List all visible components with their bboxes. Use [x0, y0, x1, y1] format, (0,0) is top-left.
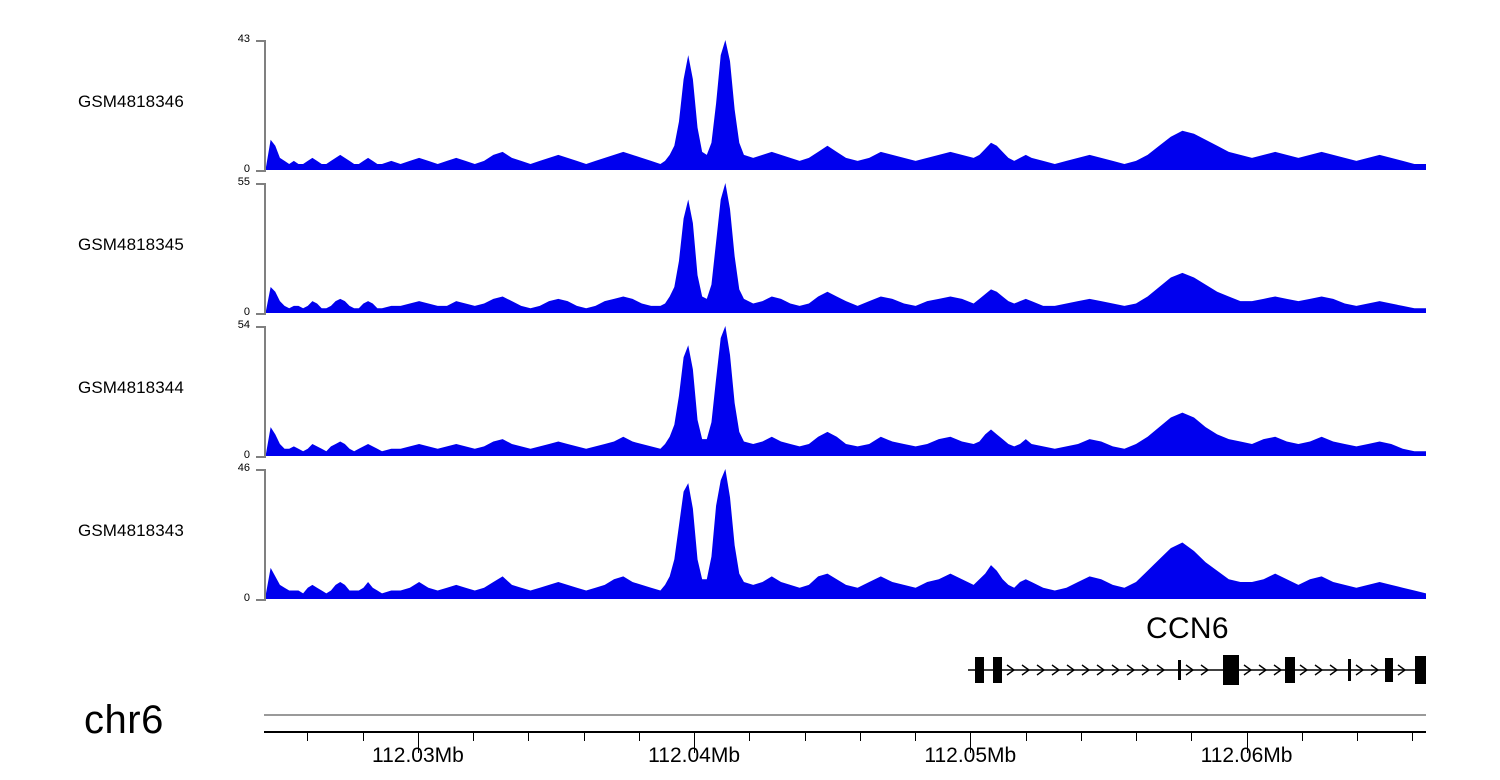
track-y-axis-spine — [264, 326, 266, 456]
axis-major-tick — [970, 731, 972, 753]
chromosome-label: chr6 — [84, 698, 164, 742]
track-y-axis-spine — [264, 40, 266, 170]
gene-model-track[interactable] — [266, 648, 1426, 686]
gene-annotation-panel: CCN6 — [0, 612, 1500, 692]
gene-name-label: CCN6 — [1146, 612, 1229, 645]
track-y-min-value: 0 — [243, 306, 250, 318]
track-sample-label: GSM4818346 — [78, 92, 184, 111]
ideogram-line — [264, 714, 1426, 716]
track-y-axis-max-tick — [256, 40, 266, 42]
track-y-min-value: 0 — [243, 163, 250, 175]
axis-minor-tick — [749, 731, 751, 741]
track-y-axis-min-tick — [256, 456, 266, 458]
track-y-min-value: 0 — [243, 592, 250, 604]
axis-major-tick — [417, 731, 419, 753]
track-y-axis-max-tick — [256, 326, 266, 328]
axis-minor-tick — [1136, 731, 1137, 741]
axis-minor-tick — [1025, 731, 1027, 741]
axis-minor-tick — [307, 731, 309, 741]
coverage-track: GSM4818346 43 0 — [0, 28, 1500, 175]
axis-minor-tick — [915, 731, 916, 741]
axis-minor-tick — [1412, 731, 1414, 741]
track-y-axis-min-tick — [256, 170, 266, 172]
axis-minor-tick — [804, 731, 806, 741]
coverage-plot-area[interactable] — [266, 40, 1426, 170]
axis-minor-tick — [473, 731, 475, 741]
track-y-max-value: 55 — [237, 176, 250, 188]
axis-tick-label: 112.05Mb — [924, 744, 1017, 767]
axis-major-tick — [1246, 731, 1248, 753]
track-y-axis-spine — [264, 183, 266, 313]
track-y-axis-max-tick — [256, 469, 266, 471]
axis-tick-label: 112.06Mb — [1200, 744, 1293, 767]
coverage-track: GSM4818345 55 0 — [0, 171, 1500, 318]
axis-minor-tick — [638, 731, 640, 741]
coverage-track: GSM4818343 46 0 — [0, 457, 1500, 604]
axis-minor-tick — [1191, 731, 1193, 741]
track-y-min-value: 0 — [243, 449, 250, 461]
track-y-axis-min-tick — [256, 313, 266, 315]
track-y-max-value: 43 — [237, 33, 250, 45]
axis-major-tick — [694, 731, 696, 753]
track-y-axis-max-tick — [256, 183, 266, 185]
coverage-track: GSM4818344 54 0 — [0, 314, 1500, 461]
axis-minor-tick — [1357, 731, 1358, 741]
track-y-max-value: 54 — [237, 319, 250, 331]
coordinate-axis-line — [264, 731, 1426, 733]
track-y-max-value: 46 — [237, 462, 250, 474]
track-y-axis-min-tick — [256, 599, 266, 601]
axis-minor-tick — [583, 731, 585, 741]
track-y-axis-spine — [264, 469, 266, 599]
track-sample-label: GSM4818344 — [78, 378, 184, 397]
coverage-plot-area[interactable] — [266, 469, 1426, 599]
axis-minor-tick — [362, 731, 364, 741]
axis-minor-tick — [859, 731, 861, 741]
axis-tick-label: 112.03Mb — [371, 744, 464, 767]
coverage-plot-area[interactable] — [266, 326, 1426, 456]
coverage-plot-area[interactable] — [266, 183, 1426, 313]
axis-tick-label: 112.04Mb — [648, 744, 741, 767]
axis-minor-tick — [1080, 731, 1082, 741]
axis-minor-tick — [528, 731, 530, 741]
track-sample-label: GSM4818345 — [78, 235, 184, 254]
axis-minor-tick — [1301, 731, 1303, 741]
track-sample-label: GSM4818343 — [78, 521, 184, 540]
